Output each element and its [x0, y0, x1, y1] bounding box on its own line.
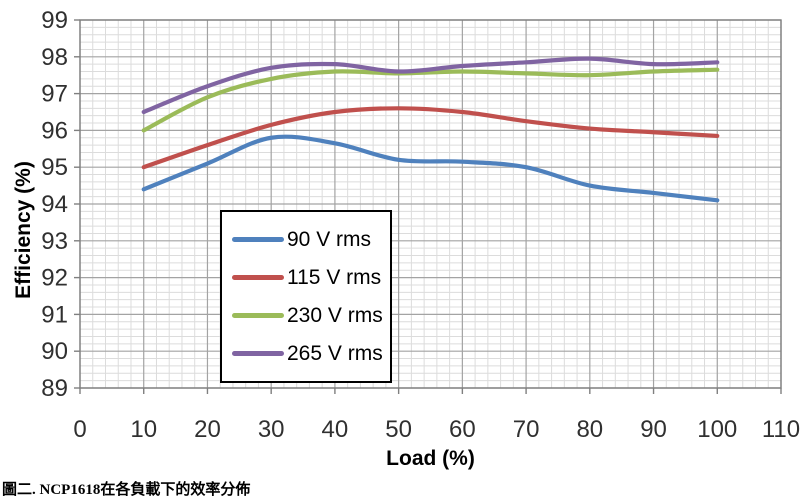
y-tick-label: 97 — [41, 81, 68, 108]
x-tick-label: 80 — [576, 416, 603, 443]
legend-label: 265 V rms — [287, 342, 383, 366]
legend-line-swatch — [232, 351, 284, 357]
y-tick-label: 89 — [41, 375, 68, 402]
legend: 90 V rms 115 V rms 230 V rms 265 V rms — [220, 210, 392, 383]
legend-item: 115 V rms — [232, 267, 390, 288]
y-tick-label: 95 — [41, 154, 68, 181]
y-axis-title: Efficiency (%) — [12, 161, 35, 299]
legend-line-swatch — [232, 313, 284, 319]
x-tick-label: 60 — [449, 416, 476, 443]
x-tick-label: 20 — [194, 416, 221, 443]
y-tick-label: 96 — [41, 117, 68, 144]
y-tick-label: 99 — [41, 7, 68, 34]
y-tick-label: 91 — [41, 301, 68, 328]
y-tick-label: 90 — [41, 338, 68, 365]
x-tick-label: 90 — [640, 416, 667, 443]
legend-item: 265 V rms — [232, 343, 390, 364]
series-line-265-v-rms — [141, 56, 720, 115]
legend-line-swatch — [232, 236, 284, 242]
y-tick-label: 92 — [41, 265, 68, 292]
legend-label: 90 V rms — [287, 227, 372, 251]
y-tick-label: 94 — [41, 191, 68, 218]
series-line-230-v-rms — [141, 67, 720, 133]
x-tick-label: 110 — [762, 416, 800, 443]
x-axis-title: Load (%) — [386, 447, 475, 470]
x-tick-label: 30 — [258, 416, 285, 443]
legend-item: 90 V rms — [232, 229, 390, 250]
x-tick-label: 40 — [322, 416, 349, 443]
series-line-115-v-rms — [141, 106, 720, 170]
x-tick-label: 50 — [385, 416, 412, 443]
x-tick-label: 100 — [697, 416, 737, 443]
legend-item: 230 V rms — [232, 305, 390, 326]
x-tick-label: 70 — [513, 416, 540, 443]
legend-label: 230 V rms — [287, 304, 383, 328]
series-line-90-v-rms — [141, 134, 720, 203]
figure-caption: 圖二. NCP1618在各負載下的效率分佈 — [2, 482, 251, 498]
x-tick-label: 10 — [130, 416, 157, 443]
y-tick-label: 93 — [41, 228, 68, 255]
y-tick-label: 98 — [41, 44, 68, 71]
legend-line-swatch — [232, 274, 284, 280]
legend-label: 115 V rms — [287, 265, 382, 289]
x-tick-label: 0 — [73, 416, 86, 443]
